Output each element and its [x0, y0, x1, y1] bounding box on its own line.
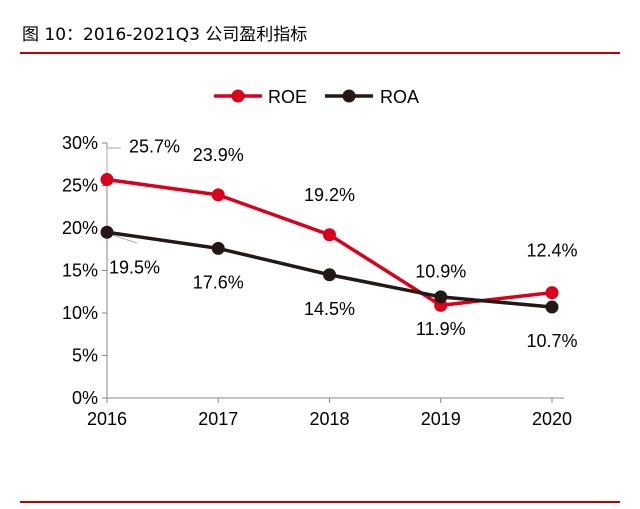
roa-legend-marker — [342, 89, 356, 103]
roe-data-label: 25.7% — [129, 137, 180, 157]
roa-point — [211, 241, 225, 255]
x-tick-label: 2017 — [198, 409, 238, 429]
roe-legend-marker — [231, 89, 245, 103]
roe-label-leader — [106, 147, 121, 172]
y-tick-label: 25% — [62, 176, 98, 196]
roe-data-label: 23.9% — [193, 145, 244, 165]
roe-point — [545, 286, 559, 300]
roa-point — [323, 268, 336, 282]
roa-legend-label: ROA — [380, 87, 419, 107]
roa-point — [545, 300, 559, 314]
roa-label-leader — [112, 234, 138, 244]
roa-data-label: 17.6% — [193, 272, 244, 292]
y-tick-label: 10% — [62, 303, 98, 323]
y-tick-label: 0% — [72, 388, 98, 408]
roe-point — [211, 188, 225, 202]
y-tick-label: 15% — [62, 261, 98, 281]
roa-data-label: 14.5% — [304, 299, 355, 319]
x-tick-label: 2020 — [532, 409, 572, 429]
top-rule — [20, 52, 620, 54]
roe-point — [323, 228, 336, 242]
roa-point — [100, 225, 114, 239]
figure-title: 图 10：2016-2021Q3 公司盈利指标 — [22, 25, 308, 45]
roe-legend-label: ROE — [268, 87, 307, 107]
roe-data-label: 12.4% — [526, 241, 577, 261]
bottom-rule — [20, 501, 620, 503]
roa-data-label: 11.9% — [416, 319, 466, 339]
roe-data-label: 10.9% — [415, 261, 466, 281]
x-tick-label: 2018 — [309, 409, 349, 429]
x-tick-label: 2016 — [87, 409, 127, 429]
roe-point — [100, 173, 114, 187]
roe-data-label: 19.2% — [304, 185, 355, 205]
y-tick-label: 30% — [62, 133, 98, 153]
roa-data-label: 19.5% — [109, 257, 160, 277]
roa-data-label: 10.7% — [526, 331, 577, 351]
y-tick-label: 20% — [62, 218, 98, 238]
y-tick-label: 5% — [72, 346, 98, 366]
roa-point — [434, 290, 448, 304]
x-tick-label: 2019 — [421, 409, 461, 429]
